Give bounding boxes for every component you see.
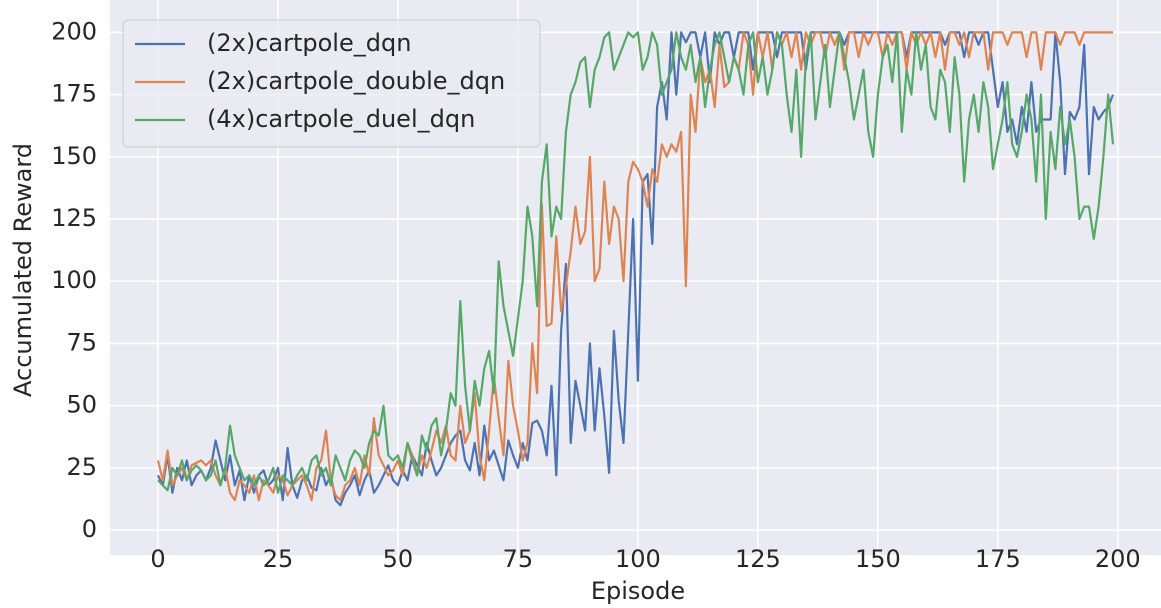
series-line (156, 31, 1113, 502)
x-tick-label: 175 (975, 545, 1021, 573)
y-tick-label: 100 (51, 266, 97, 294)
x-tick-label: 75 (503, 545, 534, 573)
legend-label: (2x)cartpole_double_dqn (207, 67, 505, 95)
legend-box (122, 19, 541, 148)
y-tick-label: 0 (82, 515, 97, 543)
x-tick-label: 200 (1095, 545, 1141, 573)
x-tick-label: 100 (615, 545, 661, 573)
y-tick-label: 75 (66, 328, 97, 356)
x-tick-label: 25 (263, 545, 294, 573)
y-axis-label: Accumulated Reward (9, 143, 37, 397)
x-axis-label: Episode (591, 577, 685, 605)
x-tick-label: 150 (855, 545, 901, 573)
y-tick-label: 125 (51, 204, 97, 232)
x-tick-label: 125 (735, 545, 781, 573)
legend-label: (2x)cartpole_dqn (207, 29, 411, 57)
y-tick-label: 50 (66, 391, 97, 419)
y-tick-label: 25 (66, 453, 97, 481)
x-tick-label: 50 (383, 545, 414, 573)
y-tick-label: 200 (51, 17, 97, 45)
series-line (157, 31, 1115, 494)
legend-label: (4x)cartpole_duel_dqn (207, 105, 475, 133)
y-tick-label: 150 (51, 142, 97, 170)
x-tick-label: 0 (150, 545, 165, 573)
y-tick-label: 175 (51, 80, 97, 108)
